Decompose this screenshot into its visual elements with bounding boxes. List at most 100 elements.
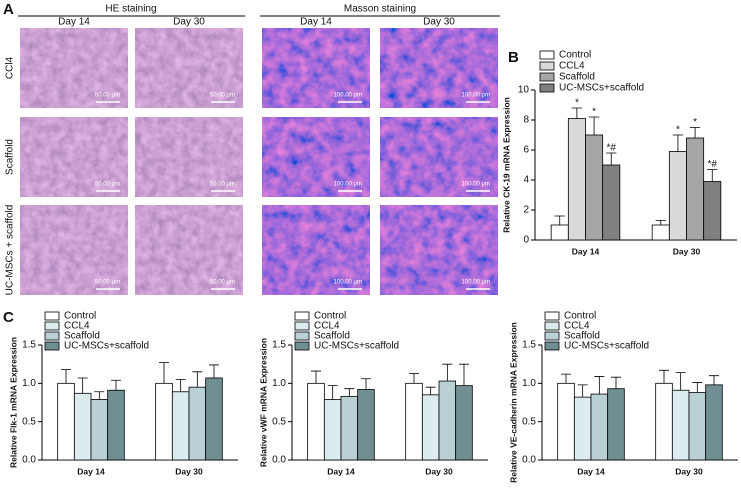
y-axis-label: Relative CK-19 mRNA Expression: [501, 97, 511, 233]
legend-swatch: [539, 72, 555, 82]
histology-image: [20, 117, 128, 197]
legend-swatch: [544, 311, 560, 321]
error-bar: [311, 370, 322, 384]
error-bar: [577, 384, 588, 398]
legend-label: UC-MSCs+scaffold: [64, 341, 149, 352]
y-axis-label: Relative vWF mRNA Expression: [258, 338, 268, 467]
legend-label: UC-MSCs+scaffold: [564, 341, 649, 352]
y-tick-label: 1.5: [272, 340, 286, 351]
y-tick-label: 0.5: [22, 416, 36, 427]
row-label: UC-MSCs + scaffold: [5, 205, 16, 296]
bar: [357, 389, 375, 461]
error-bar: [692, 382, 703, 393]
error-bar: [707, 169, 718, 182]
column-label: Day 30: [423, 17, 455, 28]
significance-label: *: [575, 98, 579, 109]
bar: [107, 389, 125, 461]
error-bar: [588, 116, 600, 135]
scale-label: 100.00 μm: [334, 93, 362, 99]
y-tick-label: 0.5: [522, 416, 536, 427]
legend-swatch: [44, 331, 60, 341]
error-bar: [192, 371, 203, 388]
bar: [455, 385, 473, 461]
error-bar: [561, 373, 572, 384]
error-bar: [175, 379, 186, 392]
y-tick-label: 0: [523, 235, 529, 246]
x-tick-label: Day 30: [175, 466, 203, 476]
bar: [155, 382, 173, 461]
x-tick-label: Day 30: [673, 246, 701, 256]
scale-label: 50.00 μm: [210, 280, 235, 286]
bar: [602, 164, 621, 241]
y-tick-label: 1.0: [272, 378, 286, 389]
error-bar: [327, 385, 338, 400]
legend-swatch: [544, 321, 560, 331]
legend-swatch: [294, 341, 310, 351]
bar: [607, 388, 625, 461]
histology-image: [262, 117, 370, 197]
legend-label: Control: [564, 311, 596, 322]
error-bar: [94, 391, 105, 400]
y-tick-label: 0.0: [272, 455, 286, 466]
bar: [651, 224, 670, 241]
y-tick-label: 2: [523, 205, 529, 216]
bar: [705, 384, 723, 461]
histology-image: [380, 117, 498, 197]
y-axis-label: Relative Flk-1 mRNA Expression: [8, 337, 18, 468]
scale-label: 100.00 μm: [462, 182, 490, 188]
x-tick-label: Day 30: [675, 466, 703, 476]
y-tick-label: 0.0: [22, 455, 36, 466]
y-tick-label: 10: [518, 85, 530, 96]
bar: [557, 382, 575, 461]
panel-label: A: [3, 1, 14, 18]
error-bar: [708, 375, 719, 385]
error-bar: [344, 388, 355, 397]
bar: [550, 224, 569, 241]
column-label: Day 14: [300, 17, 332, 28]
scale-label: 50.00 μm: [210, 93, 235, 99]
masson-title: Masson staining: [344, 4, 416, 15]
y-tick-label: 1.0: [22, 378, 36, 389]
bar: [90, 399, 109, 461]
row-label: Scaffold: [5, 139, 16, 175]
y-tick-label: 1.0: [522, 378, 536, 389]
scale-label: 100.00 μm: [334, 280, 362, 286]
scale-label: 50.00 μm: [95, 182, 120, 188]
histology-image: [135, 117, 243, 197]
scale-label: 100.00 μm: [334, 182, 362, 188]
y-tick-label: 6: [523, 145, 529, 156]
bar: [573, 396, 592, 461]
histology-image: [262, 28, 370, 108]
error-bar: [61, 369, 72, 384]
error-bar: [554, 215, 565, 225]
y-tick-label: 0.0: [522, 455, 536, 466]
legend-label: CCL4: [64, 321, 90, 332]
bar: [567, 118, 586, 241]
legend-swatch: [294, 311, 310, 321]
x-tick-label: Day 30: [425, 466, 453, 476]
legend-label: UC-MSCs+scaffold: [314, 341, 399, 352]
bar: [668, 151, 687, 241]
bar: [323, 399, 342, 461]
he-title: HE staining: [105, 4, 156, 15]
error-bar: [425, 386, 436, 395]
scale-label: 50.00 μm: [95, 93, 120, 99]
row-label: CCl4: [5, 56, 16, 79]
bar: [171, 391, 190, 461]
histology-image: [20, 205, 128, 295]
bar: [57, 382, 75, 461]
error-bar: [606, 152, 617, 165]
bar: [585, 134, 604, 241]
legend-swatch: [44, 341, 60, 351]
y-tick-label: 1.5: [22, 340, 36, 351]
histology-image: [135, 205, 243, 295]
legend-swatch: [539, 83, 555, 93]
bar: [686, 137, 705, 241]
bar: [421, 394, 440, 461]
bar: [188, 386, 207, 461]
significance-label: *: [676, 125, 680, 136]
error-bar: [675, 372, 686, 391]
legend-label: Control: [64, 311, 96, 322]
legend-swatch: [294, 331, 310, 341]
